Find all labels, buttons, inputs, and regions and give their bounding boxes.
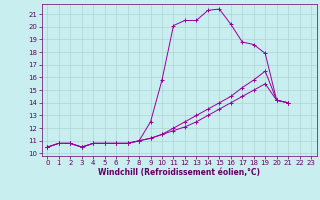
- X-axis label: Windchill (Refroidissement éolien,°C): Windchill (Refroidissement éolien,°C): [98, 168, 260, 177]
